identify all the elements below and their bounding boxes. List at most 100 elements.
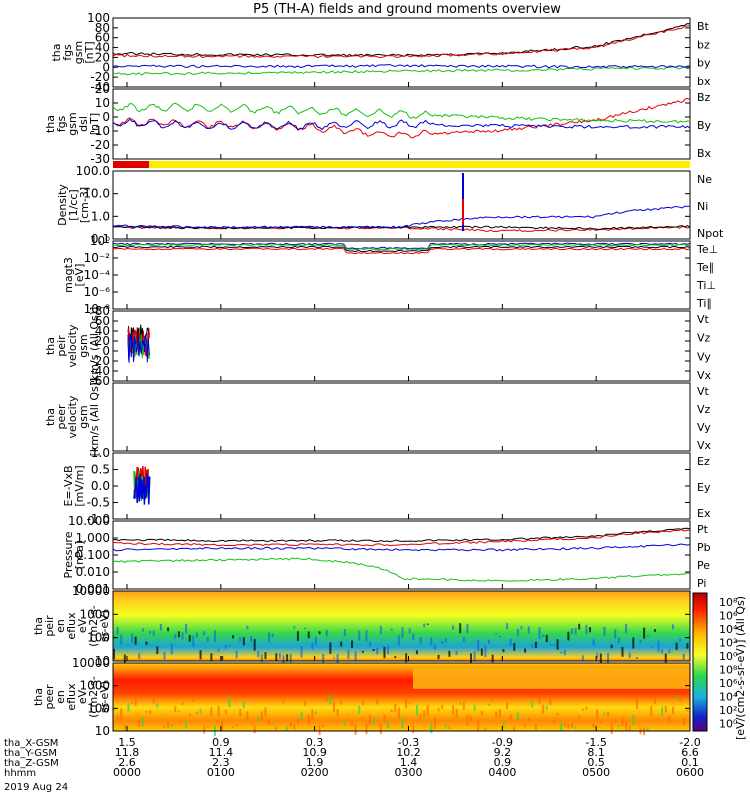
legend-Bz: Bz: [697, 91, 711, 104]
spectrogram-speckle: [502, 649, 505, 653]
spectrogram-speckle: [473, 705, 476, 711]
spectrogram-speckle: [376, 647, 379, 655]
quality-bar: [113, 161, 690, 168]
spectrogram-speckle: [455, 650, 458, 656]
spectrogram-speckle: [232, 726, 235, 729]
panel-peir-vel: 806040200-20-40-60thapeirvelocitygsm[km/…: [44, 304, 712, 388]
spectrogram-speckle: [387, 645, 390, 655]
colorbar-tick: 10⁴: [719, 623, 738, 636]
spectrogram-speckle: [361, 650, 364, 653]
ytick-label: -40: [90, 80, 110, 94]
spectrogram-speckle: [113, 708, 115, 711]
ytick-label: 40: [95, 324, 110, 338]
spectrogram-speckle: [509, 714, 512, 720]
spectrogram-speckle: [657, 640, 660, 653]
spectrogram-speckle: [221, 720, 224, 732]
ytick-label: 0.100: [76, 548, 110, 562]
xaxis-value: 0.5: [587, 756, 605, 769]
xaxis-value: -0.9: [492, 736, 513, 749]
spectrogram-speckle: [307, 631, 310, 639]
xaxis-label-1: tha_Y-GSM: [4, 748, 57, 759]
spectrogram-speckle: [534, 641, 537, 649]
spectrogram-speckle: [347, 718, 350, 721]
spectrogram-speckle: [188, 713, 191, 717]
spectrogram-speckle: [289, 653, 292, 663]
spectrogram-speckle: [470, 716, 473, 722]
spectrogram-speckle: [250, 721, 253, 724]
spectrogram-speckle: [516, 628, 519, 636]
xaxis-value: -0.3: [398, 736, 419, 749]
legend-Ex: Ex: [697, 507, 711, 520]
legend-Ti∥: Ti∥: [696, 297, 712, 310]
legend-Ne: Ne: [697, 173, 712, 186]
legend-Te⊥: Te⊥: [696, 243, 718, 256]
legend-bx: bx: [697, 75, 711, 88]
legend-Ey: Ey: [697, 481, 711, 494]
spectrogram-speckle: [671, 624, 674, 630]
spectrogram-speckle: [199, 650, 202, 660]
spectrogram-speckle: [617, 724, 620, 727]
spectrogram-speckle: [610, 644, 613, 649]
ylabel-efield: E=-VxB[mV/m]: [62, 465, 86, 506]
spectrogram-speckle: [336, 653, 339, 663]
spectrogram-speckle: [679, 638, 682, 642]
xaxis-value: 11.4: [209, 746, 234, 759]
spectrogram-speckle: [628, 652, 631, 658]
spectrogram-speckle: [275, 653, 278, 662]
ylabel-pressure: Pressure[nPa]: [62, 531, 86, 578]
colorbar-tick: 10⁶: [719, 677, 738, 690]
spectrogram-speckle: [596, 709, 599, 720]
spectrogram-speckle: [614, 629, 617, 639]
legend-Vy: Vy: [697, 350, 711, 363]
spectrogram-speckle: [372, 717, 375, 726]
spectrogram-speckle: [268, 719, 271, 726]
spectrogram-speckle: [578, 623, 581, 630]
spectrogram-speckle: [286, 726, 289, 731]
xaxis-date: 2019 Aug 24: [4, 782, 68, 793]
ytick-label: -40: [90, 364, 110, 378]
spectrogram-speckle: [459, 702, 462, 705]
panel-temp: 10⁰ 10⁻² 10⁻⁴ 10⁻⁶ 10⁻⁸ magt3[eV] Te⊥ Te∥ Ti⊥ Ti∥: [62, 234, 718, 316]
ytick-label: 1.000: [76, 531, 110, 545]
panel-frame: [112, 452, 691, 520]
spectrogram-speckle: [304, 627, 307, 630]
spectrogram-speckle: [365, 723, 368, 735]
series-Pt: [112, 527, 691, 543]
spectrogram-speckle: [574, 627, 577, 635]
ytick-label: 100: [87, 701, 110, 715]
spectrogram-speckle: [271, 723, 274, 725]
spectrogram-speckle: [239, 636, 242, 642]
spectrogram-speckle: [675, 642, 678, 650]
spectrogram-speckle: [664, 653, 667, 665]
xaxis-label-0: tha_X-GSM: [4, 738, 58, 749]
xaxis-value: 0.1: [681, 756, 699, 769]
spectrogram-speckle: [174, 706, 177, 712]
spectrogram-speckle: [646, 727, 649, 731]
spectrogram-speckle: [671, 706, 674, 715]
legend-Vy: Vy: [697, 421, 711, 434]
ytick-label: -20: [90, 354, 110, 368]
figure-title: P5 (TH-A) fields and ground moments over…: [253, 2, 561, 17]
spectrogram-speckle: [444, 638, 447, 643]
ytick-label: -1.0: [87, 512, 110, 526]
spectrogram-speckle: [570, 723, 573, 729]
xaxis-value: 0200: [301, 766, 329, 779]
spectrogram-speckle: [527, 718, 530, 722]
ytick-label: 100: [87, 631, 110, 645]
panel-peir-en: 10000 1000 100 10 thapeirenefluxeV(cm2-s-sr-…: [32, 584, 691, 668]
spectrogram-speckle: [397, 707, 400, 719]
spectrogram-speckle: [174, 634, 177, 639]
series-Pe: [112, 557, 691, 582]
spectrogram-speckle: [661, 649, 664, 654]
spectrogram-speckle: [379, 723, 382, 734]
spectrogram-speckle: [188, 635, 191, 642]
spectrogram-speckle: [383, 646, 386, 659]
spectrogram-speckle: [113, 648, 115, 660]
spectrogram-speckle: [156, 646, 159, 655]
series-temp-black: [112, 245, 691, 253]
spectrogram-speckle: [628, 726, 631, 732]
spectrogram-speckle: [138, 653, 141, 659]
spectrogram-speckle: [351, 721, 354, 726]
